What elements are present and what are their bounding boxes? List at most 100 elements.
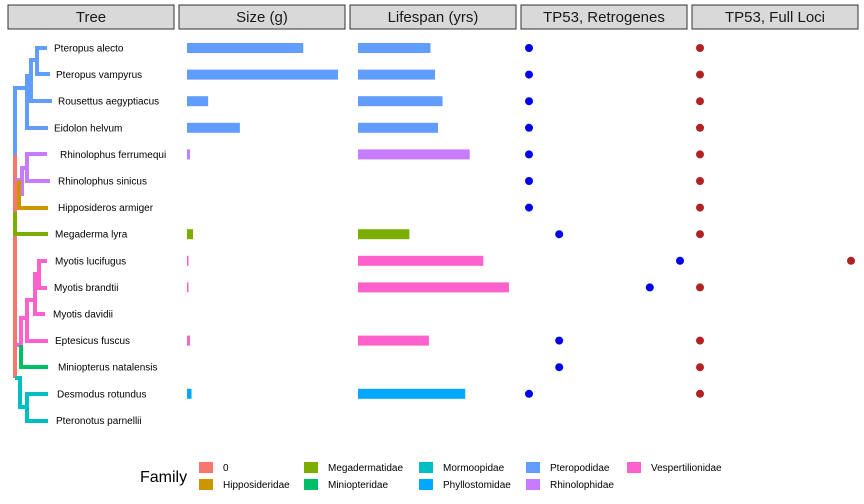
lifespan-bars [358, 43, 509, 399]
retrogene-point-hipposideros-armiger [525, 203, 533, 212]
retrogene-point-megaderma-lyra [555, 230, 564, 239]
retrogene-point-rhinolophus-ferrumequi [525, 150, 533, 159]
tip-label-eptesicus-fuscus: Eptesicus fuscus [55, 336, 130, 347]
tree-branch-myotis-davidii [33, 300, 45, 316]
retrogene-point-desmodus-rotundus [525, 389, 533, 398]
legend-swatch-vespertilionidae [627, 462, 641, 473]
strip-tree: Tree [7, 4, 175, 30]
retrogene-point-miniopterus-natalensis [555, 363, 564, 372]
strip-lifespan-label: Lifespan (yrs) [388, 9, 479, 26]
strip-retrogenes: TP53, Retrogenes [520, 4, 688, 30]
lifespan-bar-myotis-lucifugus [358, 255, 484, 266]
tip-label-desmodus-rotundus: Desmodus rotundus [57, 389, 147, 400]
legend-swatch-miniopteridae [304, 479, 318, 490]
full-loci-point-miniopterus-natalensis [696, 363, 704, 372]
full-loci-point-rhinolophus-ferrumequi [696, 150, 704, 159]
full-loci-points [696, 44, 855, 398]
full-loci-point-pteropus-alecto [696, 44, 704, 52]
retrogene-point-myotis-brandtii [645, 283, 654, 292]
strip-size-label: Size (g) [236, 9, 288, 26]
legend-label-megadermatidae: Megadermatidae [328, 463, 403, 474]
size-bar-pteropus-alecto [187, 43, 304, 53]
lifespan-bar-desmodus-rotundus [358, 388, 466, 399]
full-loci-point-eidolon-helvum [696, 123, 704, 132]
full-loci-point-hipposideros-armiger [696, 203, 704, 212]
lifespan-bar-pteropus-alecto [358, 43, 431, 53]
legend-label-pteropodidae: Pteropodidae [550, 463, 610, 474]
legend-items: 0 Hipposideridae Megadermatidae Miniopterid… [199, 462, 722, 491]
full-loci-point-myotis-brandtii [696, 283, 704, 292]
lifespan-bar-megaderma-lyra [358, 229, 410, 240]
lifespan-bar-rhinolophus-ferrumequi [358, 149, 470, 160]
legend-swatch-0 [199, 462, 213, 473]
legend-label-0: 0 [223, 463, 229, 474]
tree-branch-pteronotus [25, 407, 48, 423]
strip-full-loci-label: TP53, Full Loci [725, 9, 825, 26]
legend-swatch-pteropodidae [526, 462, 540, 473]
full-loci-point-rhinolophus-sinicus [696, 177, 704, 185]
size-bar-pteropus-vampyrus [187, 69, 338, 80]
tree-branch-myotis-brandtii [37, 274, 47, 290]
tip-label-miniopterus-natalensis: Miniopterus natalensis [58, 363, 158, 374]
tree-branch-myotis-lucifugus [15, 259, 47, 347]
full-loci-point-myotis-lucifugus [847, 256, 855, 265]
tree-branch-rousettus [29, 76, 52, 103]
retrogene-points [525, 44, 684, 398]
lifespan-bar-myotis-brandtii [358, 282, 509, 293]
legend-title: Family [140, 469, 187, 486]
tip-label-pteropus-vampyrus: Pteropus vampyrus [56, 70, 142, 81]
lifespan-bar-eidolon-helvum [358, 122, 439, 133]
tip-label-rhinolophus-ferrumequi: Rhinolophus ferrumequi [60, 150, 166, 161]
strip-full-loci: TP53, Full Loci [691, 4, 859, 30]
tip-label-hipposideros-armiger: Hipposideros armiger [58, 203, 154, 214]
legend-label-miniopteridae: Miniopteridae [328, 480, 388, 491]
full-loci-point-rousettus-aegyptiacus [696, 97, 704, 106]
strip-size: Size (g) [178, 4, 346, 30]
legend-label-phyllostomidae: Phyllostomidae [443, 480, 511, 491]
legend-label-hipposideridae: Hipposideridae [223, 480, 290, 491]
full-loci-point-eptesicus-fuscus [696, 336, 704, 345]
full-loci-point-megaderma-lyra [696, 230, 704, 239]
legend-label-mormoopidae: Mormoopidae [443, 463, 505, 474]
legend-swatch-rhinolophidae [526, 479, 540, 490]
full-loci-point-desmodus-rotundus [696, 389, 704, 398]
size-bar-desmodus-rotundus [187, 388, 192, 399]
legend-swatch-hipposideridae [199, 479, 213, 490]
size-bar-eidolon-helvum [187, 122, 240, 133]
size-bar-myotis-lucifugus [187, 255, 189, 266]
full-loci-point-pteropus-vampyrus [696, 70, 704, 79]
retrogene-point-rhinolophus-sinicus [525, 177, 533, 185]
size-bars [187, 43, 338, 399]
lifespan-bar-rousettus-aegyptiacus [358, 96, 443, 107]
retrogene-point-pteropus-alecto [525, 44, 533, 52]
tip-labels: Pteropus alecto Pteropus vampyrus Rousettu… [53, 44, 166, 427]
tree-branch-hipposideros [17, 180, 48, 210]
tip-label-rhinolophus-sinicus: Rhinolophus sinicus [58, 177, 147, 188]
tree-branch-megaderma [13, 212, 48, 236]
legend-label-rhinolophidae: Rhinolophidae [550, 480, 614, 491]
retrogene-point-pteropus-vampyrus [525, 70, 533, 79]
tip-label-myotis-brandtii: Myotis brandtii [54, 283, 118, 294]
size-bar-myotis-brandtii [187, 282, 189, 293]
legend-swatch-phyllostomidae [419, 479, 433, 490]
tip-label-pteronotus-parnellii: Pteronotus parnellii [56, 416, 142, 427]
tree-branch-desmodus [15, 376, 48, 409]
phylogeny-tree [13, 46, 52, 423]
lifespan-bar-eptesicus-fuscus [358, 335, 429, 346]
strip-tree-label: Tree [76, 9, 106, 26]
tree-branch-eptesicus [25, 318, 48, 343]
lifespan-bar-pteropus-vampyrus [358, 69, 436, 80]
retrogene-point-eidolon-helvum [525, 123, 533, 132]
size-bar-megaderma-lyra [187, 229, 194, 240]
tree-branch-miniopterus [19, 345, 48, 369]
strip-retrogenes-label: TP53, Retrogenes [543, 9, 665, 26]
size-bar-eptesicus-fuscus [187, 335, 191, 346]
tip-label-megaderma-lyra: Megaderma lyra [55, 230, 128, 241]
strip-lifespan: Lifespan (yrs) [349, 4, 517, 30]
size-bar-rousettus-aegyptiacus [187, 96, 209, 107]
tree-branch-eidolon [25, 88, 48, 130]
tip-label-myotis-davidii: Myotis davidii [53, 310, 113, 321]
legend-swatch-megadermatidae [304, 462, 318, 473]
legend-label-vespertilionidae: Vespertilionidae [651, 463, 722, 474]
